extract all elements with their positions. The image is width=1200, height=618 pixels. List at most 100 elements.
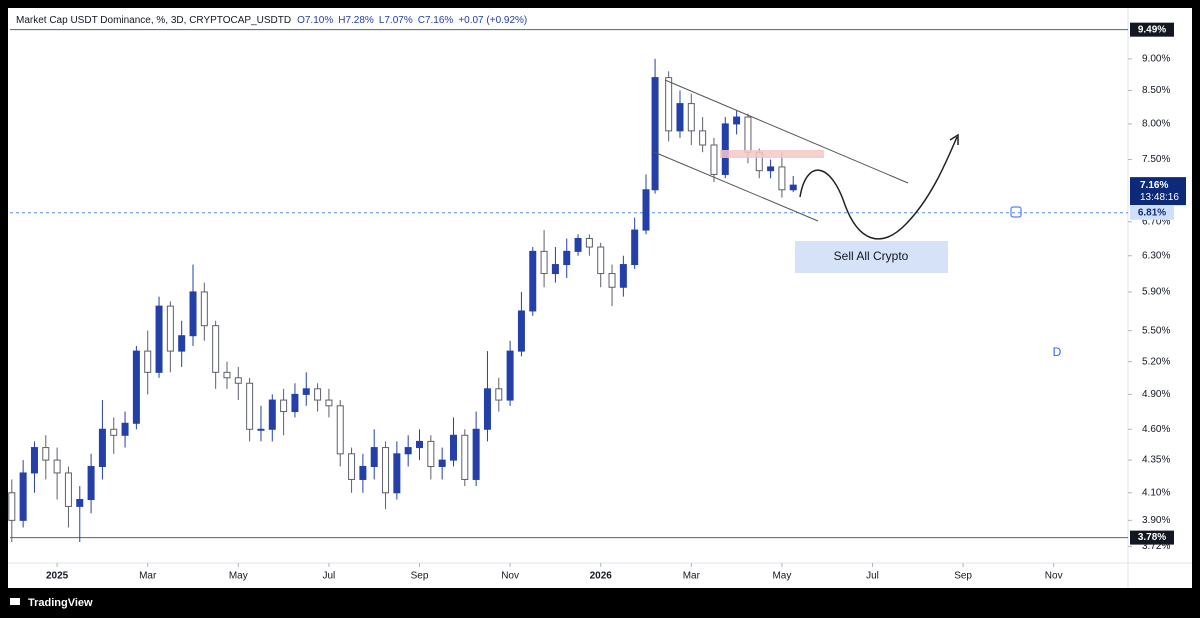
y-tick-label: 6.70% <box>1142 216 1170 227</box>
candle-body <box>733 116 741 125</box>
candle-body <box>302 388 310 395</box>
chart-title: Market Cap USDT Dominance, %, 3D, CRYPTO… <box>16 15 291 26</box>
candle-body <box>551 264 559 275</box>
y-tick-label: 4.90% <box>1142 389 1170 400</box>
candle-body <box>517 310 525 352</box>
legend-low: L7.07% <box>379 15 413 26</box>
candle-body <box>665 77 673 132</box>
price-label-bg <box>1130 530 1174 545</box>
candle-body <box>212 325 220 373</box>
candle-body <box>438 459 446 467</box>
candle-body <box>461 434 469 480</box>
marker-text: D <box>1053 345 1062 359</box>
x-tick-label: May <box>772 571 791 582</box>
candle-body <box>608 273 616 288</box>
candle-body <box>699 130 707 146</box>
candle-body <box>121 422 129 436</box>
candle-body <box>563 250 571 266</box>
candle-body <box>619 264 627 288</box>
x-tick-label: Sep <box>411 571 429 582</box>
candle-body <box>325 399 333 407</box>
candle-body <box>155 305 163 373</box>
candle-body <box>42 447 50 461</box>
annotation-text: Sell All Crypto <box>834 249 909 263</box>
candle-body <box>280 399 288 413</box>
y-tick-label: 5.50% <box>1142 325 1170 336</box>
candle-body <box>8 492 16 521</box>
candle-body <box>336 405 344 455</box>
chart-background <box>8 8 1192 588</box>
projection-path <box>799 136 958 240</box>
y-tick-label: 9.00% <box>1142 54 1170 65</box>
candle-body <box>314 388 322 401</box>
y-tick-label: 5.90% <box>1142 287 1170 298</box>
resistance-zone <box>720 150 824 158</box>
candle-body <box>449 434 457 461</box>
dashed-label: 6.81% <box>1138 207 1166 218</box>
last-price: 7.16% <box>1140 180 1168 191</box>
candle-body <box>246 382 254 430</box>
x-tick-label: Mar <box>683 571 701 582</box>
channel-lower <box>653 151 819 222</box>
x-tick-label: Mar <box>139 571 157 582</box>
candle-body <box>30 447 38 474</box>
candle-body <box>721 123 729 175</box>
candle-body <box>710 144 718 175</box>
candle-body <box>585 237 593 248</box>
y-tick-label: 4.10% <box>1142 487 1170 498</box>
candle-body <box>427 440 435 467</box>
y-tick-label: 4.35% <box>1142 455 1170 466</box>
dashed-label-bg <box>1130 205 1174 220</box>
alert-icon <box>1010 206 1022 218</box>
y-tick-label: 4.60% <box>1142 424 1170 435</box>
y-tick-label: 6.30% <box>1142 250 1170 261</box>
y-tick-label: 5.20% <box>1142 356 1170 367</box>
candle-body <box>234 377 242 384</box>
x-tick-label: 2026 <box>590 571 613 582</box>
legend-close: C7.16% <box>418 15 454 26</box>
candle-body <box>98 428 106 467</box>
price-label-bg <box>1130 22 1174 37</box>
candle-body <box>53 459 61 474</box>
y-tick-label: 8.00% <box>1142 119 1170 130</box>
candle-body <box>223 371 231 379</box>
candle-body <box>540 250 548 275</box>
candle-body <box>257 428 265 431</box>
candle-body <box>778 166 786 191</box>
candle-body <box>359 465 367 480</box>
x-tick-label: Nov <box>501 571 519 582</box>
candle-body <box>676 103 684 132</box>
candle-body <box>789 184 797 191</box>
countdown: 13:48:16 <box>1140 192 1179 203</box>
candle-body <box>744 116 752 153</box>
candle-body <box>19 472 27 521</box>
candle-body <box>189 291 197 337</box>
price-label: 9.49% <box>1138 24 1166 35</box>
channel-upper <box>664 79 909 184</box>
candle-body <box>483 388 491 430</box>
candle-body <box>495 388 503 401</box>
candle-body <box>76 499 84 507</box>
candle-body <box>529 250 537 312</box>
x-tick-label: Jul <box>866 571 879 582</box>
legend-high: H7.28% <box>338 15 374 26</box>
candle-body <box>416 440 424 449</box>
logo-text: TradingView <box>28 597 93 609</box>
projection-arrow <box>949 133 959 145</box>
candle-body <box>767 166 775 172</box>
legend-change: +0.07 (+0.92%) <box>458 15 527 26</box>
candle-body <box>370 447 378 467</box>
logo-mark <box>10 598 20 605</box>
annotation-box <box>795 241 948 273</box>
candle-body <box>597 246 605 275</box>
candle-body <box>393 453 401 494</box>
candle-body <box>178 335 186 352</box>
y-tick-label: 3.90% <box>1142 515 1170 526</box>
price-label: 3.78% <box>1138 532 1166 543</box>
x-tick-label: Jul <box>323 571 336 582</box>
candle-body <box>348 453 356 480</box>
candle-body <box>166 305 174 352</box>
y-tick-label: 3.72% <box>1142 541 1170 552</box>
last-price-bg <box>1130 177 1186 206</box>
